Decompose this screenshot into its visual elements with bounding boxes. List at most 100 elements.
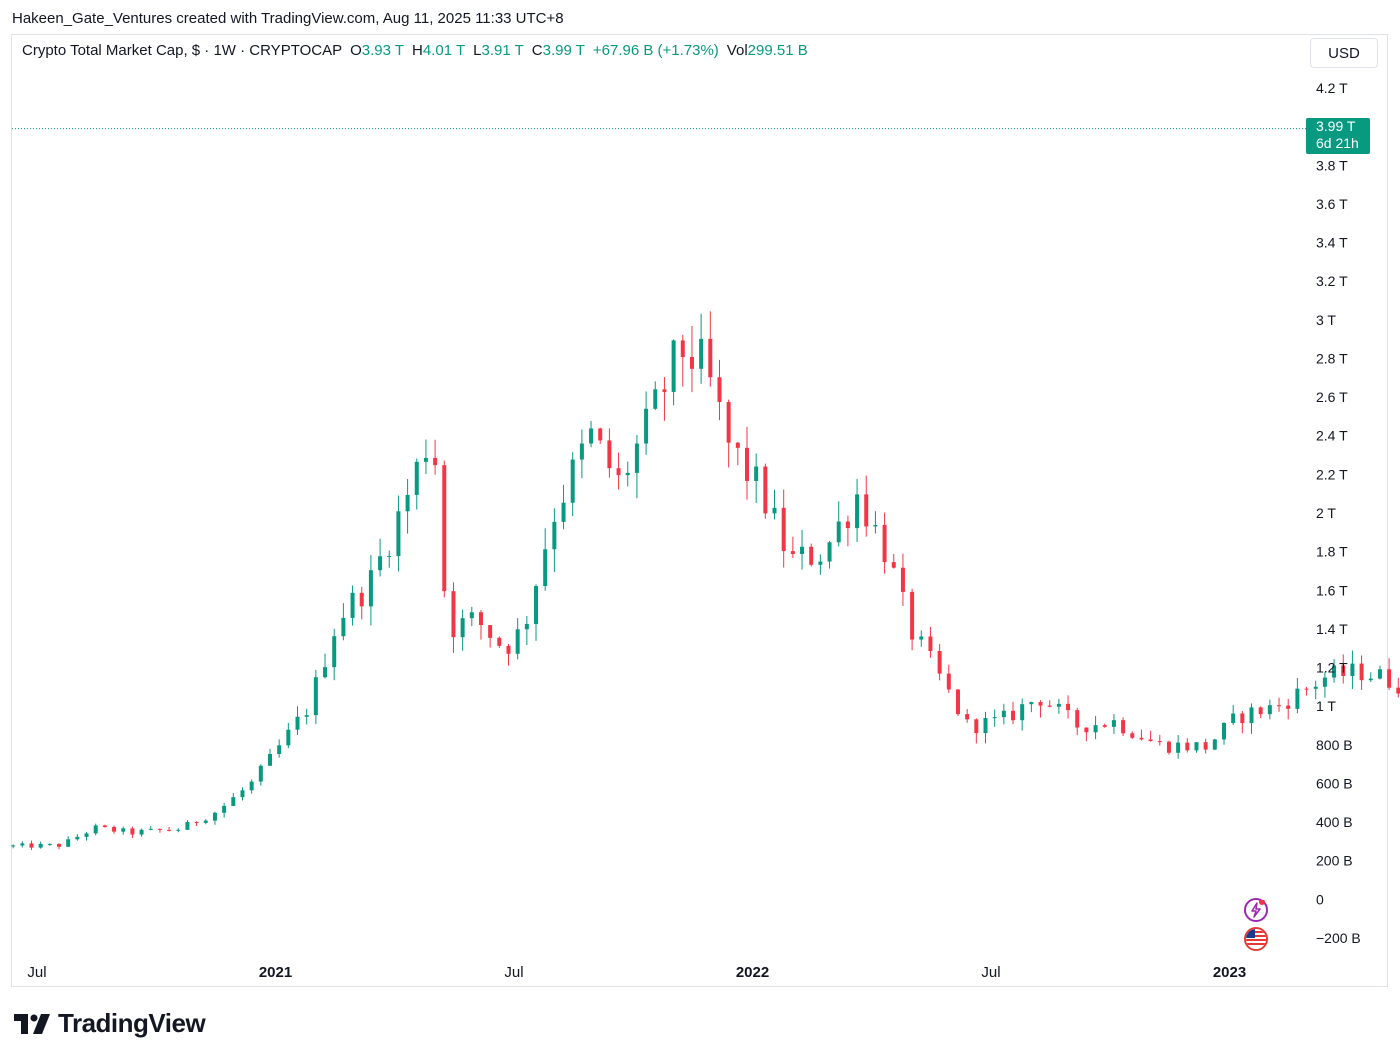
candle[interactable]	[442, 460, 447, 598]
candle[interactable]	[1020, 698, 1025, 731]
candle[interactable]	[1286, 698, 1291, 720]
candle[interactable]	[267, 748, 272, 766]
candle[interactable]	[497, 636, 502, 648]
candle[interactable]	[277, 739, 282, 758]
candle[interactable]	[735, 442, 740, 466]
candle[interactable]	[744, 426, 749, 500]
candle[interactable]	[653, 381, 658, 411]
candle[interactable]	[1166, 740, 1171, 755]
candle[interactable]	[1139, 729, 1144, 741]
candle[interactable]	[644, 391, 649, 455]
candle[interactable]	[1056, 698, 1061, 714]
candle[interactable]	[1240, 710, 1245, 734]
candle[interactable]	[671, 339, 676, 406]
candle[interactable]	[534, 584, 539, 641]
candle[interactable]	[983, 711, 988, 744]
candle[interactable]	[992, 709, 997, 727]
candle[interactable]	[827, 540, 832, 569]
candle[interactable]	[295, 706, 300, 735]
candle[interactable]	[1176, 735, 1181, 759]
candle[interactable]	[1258, 706, 1263, 719]
candle[interactable]	[423, 439, 428, 474]
candle[interactable]	[176, 828, 181, 833]
candle[interactable]	[1350, 650, 1355, 690]
candle[interactable]	[1304, 686, 1309, 696]
candle[interactable]	[350, 585, 355, 626]
symbol-name[interactable]: Crypto Total Market Cap, $ · 1W · CRYPTO…	[22, 42, 343, 59]
candle[interactable]	[607, 428, 612, 478]
candle[interactable]	[1332, 658, 1337, 683]
candle[interactable]	[1341, 654, 1346, 684]
candle[interactable]	[1313, 680, 1318, 700]
candle[interactable]	[286, 722, 291, 749]
candle[interactable]	[1377, 665, 1382, 680]
candle[interactable]	[258, 764, 263, 786]
currency-button[interactable]: USD	[1310, 38, 1378, 68]
candle[interactable]	[579, 429, 584, 479]
candle[interactable]	[66, 836, 71, 848]
candle[interactable]	[405, 478, 410, 534]
candle[interactable]	[955, 688, 960, 716]
candle[interactable]	[625, 461, 630, 487]
candle[interactable]	[378, 538, 383, 577]
candle[interactable]	[112, 825, 117, 834]
candle[interactable]	[818, 554, 823, 575]
candle[interactable]	[1157, 734, 1162, 746]
candle[interactable]	[680, 334, 685, 387]
candle[interactable]	[84, 831, 89, 841]
candle[interactable]	[57, 843, 62, 850]
candle[interactable]	[928, 626, 933, 658]
candle[interactable]	[974, 718, 979, 744]
candle[interactable]	[855, 478, 860, 542]
candle[interactable]	[524, 615, 529, 646]
candle[interactable]	[130, 826, 135, 839]
candle[interactable]	[772, 489, 777, 520]
candle[interactable]	[864, 475, 869, 537]
candle[interactable]	[543, 528, 548, 591]
candle[interactable]	[1267, 699, 1272, 720]
candle[interactable]	[460, 609, 465, 651]
candle[interactable]	[75, 834, 80, 841]
candle[interactable]	[121, 826, 126, 835]
candle[interactable]	[194, 821, 199, 826]
candle[interactable]	[1387, 658, 1392, 690]
candle[interactable]	[1121, 717, 1126, 737]
candle[interactable]	[634, 435, 639, 499]
candle[interactable]	[1194, 742, 1199, 753]
candle[interactable]	[1322, 672, 1327, 698]
candle[interactable]	[323, 653, 328, 679]
candle[interactable]	[1368, 672, 1373, 682]
candle[interactable]	[754, 453, 759, 504]
candle[interactable]	[1047, 700, 1052, 708]
candle[interactable]	[478, 610, 483, 640]
candle[interactable]	[20, 841, 25, 848]
candle[interactable]	[185, 820, 190, 830]
candle[interactable]	[781, 489, 786, 568]
candle[interactable]	[717, 359, 722, 421]
candle[interactable]	[488, 624, 493, 648]
candle[interactable]	[304, 708, 309, 725]
candle[interactable]	[919, 630, 924, 647]
tradingview-logo[interactable]: TradingView	[14, 1008, 206, 1039]
candle[interactable]	[1148, 730, 1153, 742]
candle[interactable]	[946, 664, 951, 694]
candle[interactable]	[1396, 677, 1400, 698]
candle[interactable]	[965, 708, 970, 723]
candle[interactable]	[1111, 714, 1116, 734]
candle[interactable]	[1102, 723, 1107, 728]
candle[interactable]	[1359, 655, 1364, 690]
candle[interactable]	[809, 543, 814, 567]
candle[interactable]	[552, 508, 557, 572]
candle[interactable]	[1221, 722, 1226, 745]
candle[interactable]	[387, 550, 392, 568]
candle[interactable]	[1093, 716, 1098, 740]
candle[interactable]	[589, 420, 594, 448]
candle[interactable]	[29, 840, 34, 850]
candle[interactable]	[662, 377, 667, 421]
candle[interactable]	[332, 628, 337, 681]
candle[interactable]	[910, 588, 915, 651]
candle[interactable]	[1066, 695, 1071, 719]
candle[interactable]	[1130, 731, 1135, 739]
candle[interactable]	[708, 311, 713, 387]
candle[interactable]	[451, 582, 456, 654]
